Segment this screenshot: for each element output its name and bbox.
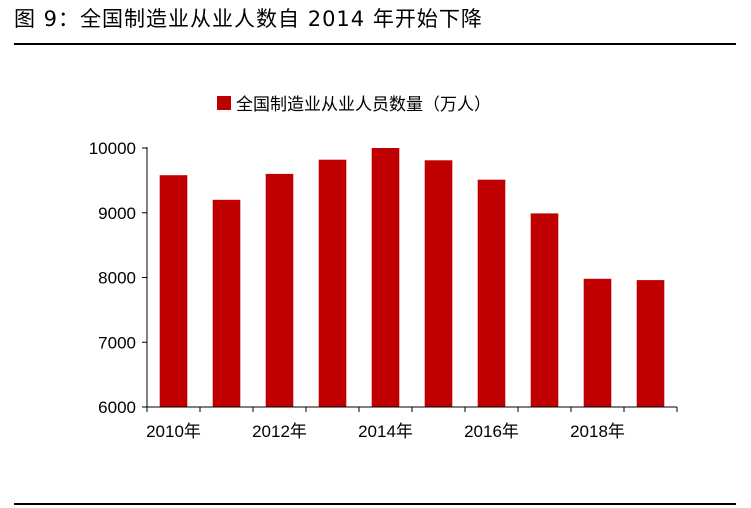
bar-2015年 (424, 160, 453, 407)
top-rule (14, 43, 736, 45)
bottom-rule (14, 503, 736, 505)
bar-2018年 (583, 278, 612, 407)
bar-2011年 (212, 199, 241, 407)
y-tick-label: 7000 (98, 333, 136, 352)
legend: 全国制造业从业人员数量（万人） (217, 95, 491, 114)
bar-2010年 (159, 175, 188, 407)
bar-2017年 (530, 213, 559, 407)
figure-title: 图 9：全国制造业从业人数自 2014 年开始下降 (14, 7, 483, 31)
x-tick-label: 2012年 (252, 422, 307, 441)
y-tick-label: 10000 (89, 139, 136, 158)
y-tick-label: 6000 (98, 398, 136, 417)
bar-2012年 (265, 173, 294, 407)
x-tick-label: 2016年 (464, 422, 519, 441)
legend-swatch (217, 96, 231, 110)
bar-2014年 (371, 148, 400, 407)
bar-2019年 (636, 280, 665, 407)
legend-label: 全国制造业从业人员数量（万人） (236, 95, 491, 114)
y-tick-label: 9000 (98, 204, 136, 223)
x-tick-label: 2018年 (570, 422, 625, 441)
y-tick-label: 8000 (98, 269, 136, 288)
bar-2016年 (477, 179, 506, 407)
x-tick-label: 2010年 (146, 422, 201, 441)
bar-2013年 (318, 159, 347, 407)
x-tick-label: 2014年 (358, 422, 413, 441)
